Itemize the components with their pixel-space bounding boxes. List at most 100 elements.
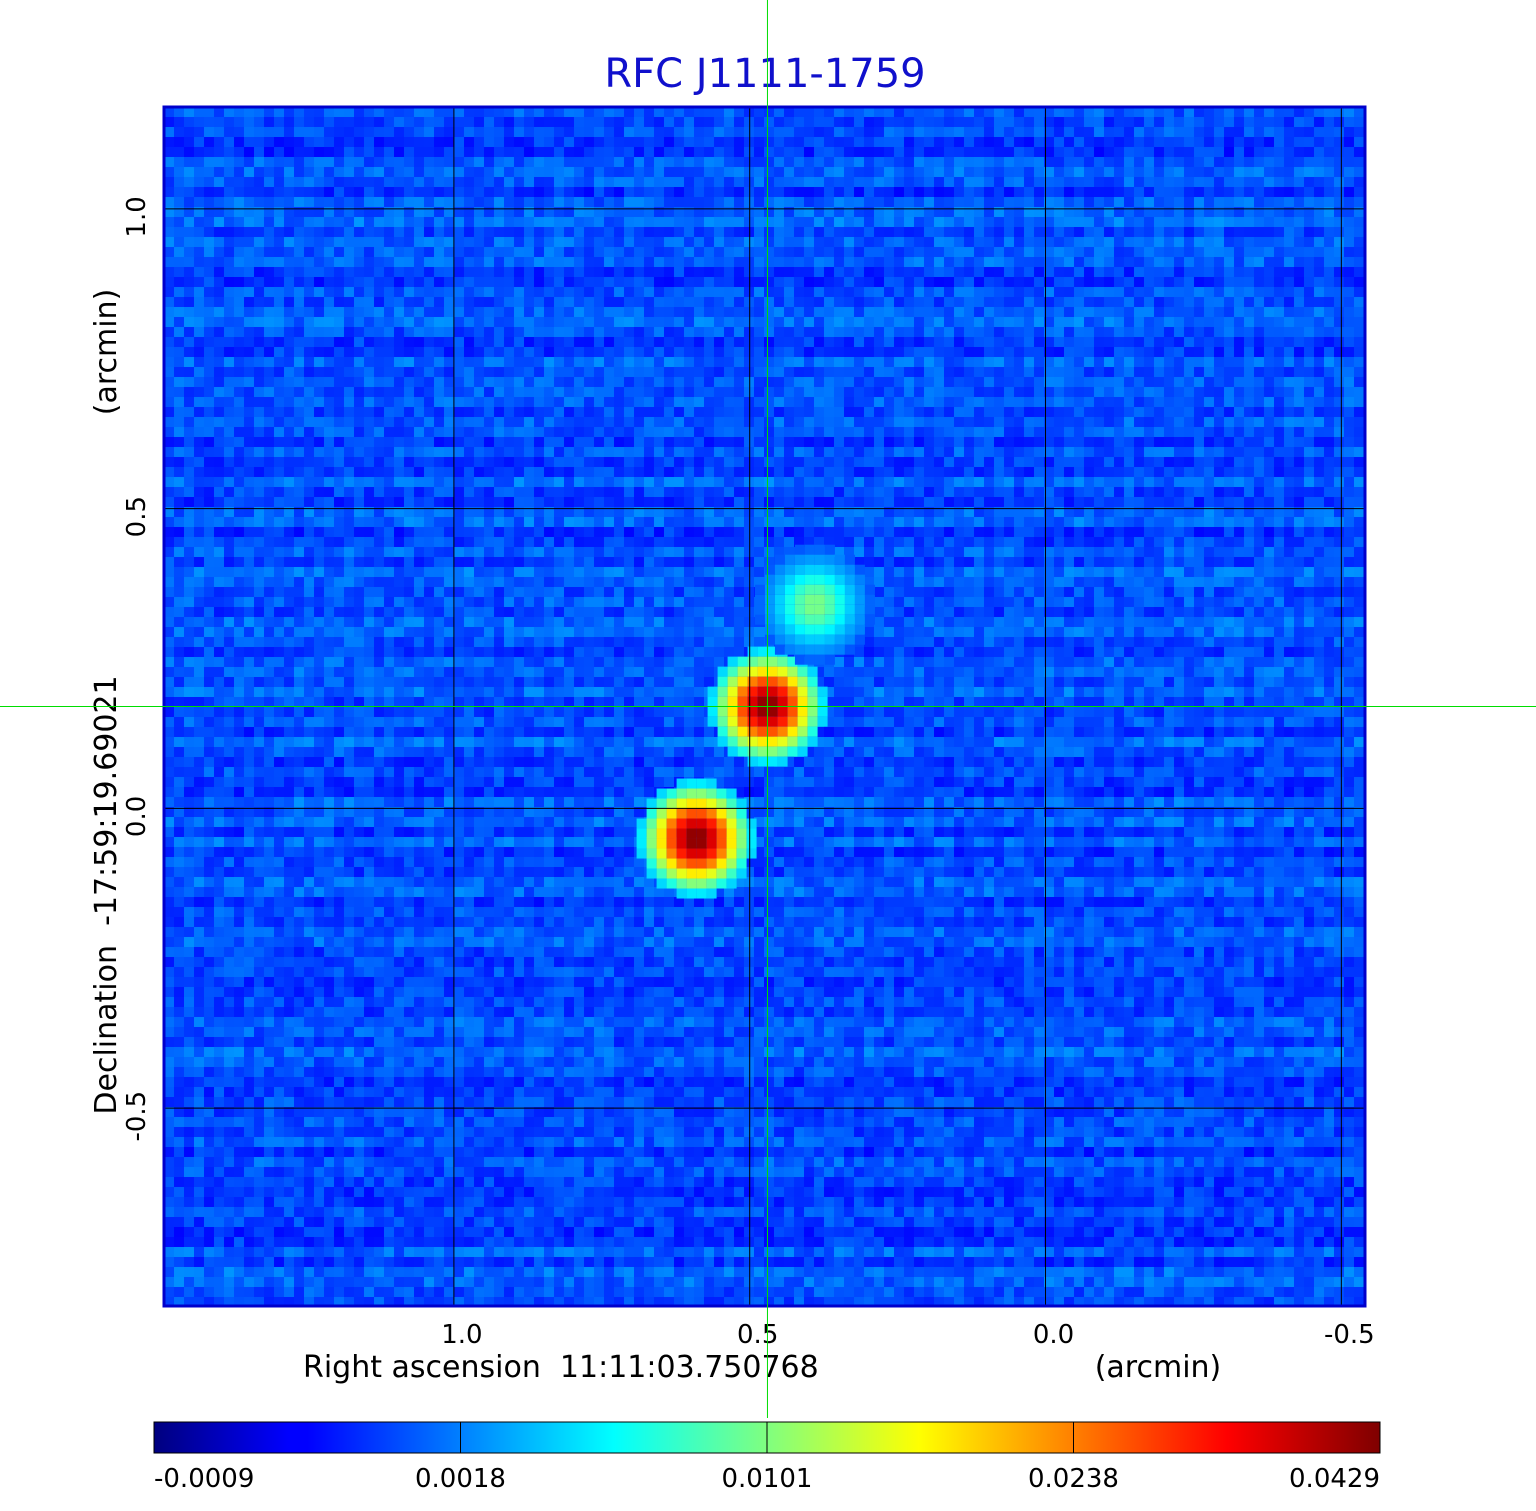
noise-pixel bbox=[384, 117, 394, 127]
noise-pixel bbox=[284, 197, 294, 207]
noise-pixel bbox=[1134, 487, 1144, 497]
noise-pixel bbox=[544, 237, 554, 247]
noise-pixel bbox=[284, 407, 294, 417]
noise-pixel bbox=[1094, 237, 1104, 247]
noise-pixel bbox=[574, 197, 584, 207]
noise-pixel bbox=[274, 297, 284, 307]
noise-pixel bbox=[864, 137, 874, 147]
heatmap-image bbox=[164, 107, 1365, 1306]
noise-pixel bbox=[904, 417, 914, 427]
noise-pixel bbox=[824, 177, 834, 187]
noise-pixel bbox=[1074, 477, 1084, 487]
noise-pixel bbox=[1234, 427, 1244, 437]
noise-pixel bbox=[644, 147, 654, 157]
noise-pixel bbox=[864, 147, 874, 157]
noise-pixel bbox=[564, 107, 574, 117]
noise-pixel bbox=[1314, 187, 1324, 197]
noise-pixel bbox=[694, 387, 704, 397]
noise-pixel bbox=[824, 167, 834, 177]
noise-pixel bbox=[864, 217, 874, 227]
noise-pixel bbox=[524, 137, 534, 147]
noise-pixel bbox=[1114, 337, 1124, 347]
noise-pixel bbox=[284, 367, 294, 377]
noise-pixel bbox=[1314, 387, 1324, 397]
noise-pixel bbox=[1014, 337, 1024, 347]
noise-pixel bbox=[264, 387, 274, 397]
noise-pixel bbox=[1194, 117, 1204, 127]
noise-pixel bbox=[1344, 107, 1354, 117]
noise-pixel bbox=[1094, 247, 1104, 257]
noise-pixel bbox=[1104, 217, 1114, 227]
noise-pixel bbox=[1244, 267, 1254, 277]
noise-pixel bbox=[264, 417, 274, 427]
noise-pixel bbox=[334, 507, 344, 517]
noise-pixel bbox=[844, 177, 854, 187]
noise-pixel bbox=[854, 437, 864, 447]
noise-pixel bbox=[1304, 357, 1314, 367]
noise-pixel bbox=[1354, 277, 1364, 287]
noise-pixel bbox=[1074, 327, 1084, 337]
noise-pixel bbox=[374, 417, 384, 427]
noise-pixel bbox=[1304, 107, 1314, 117]
noise-pixel bbox=[654, 297, 664, 307]
noise-pixel bbox=[1134, 507, 1144, 517]
noise-pixel bbox=[1334, 267, 1344, 277]
noise-pixel bbox=[244, 177, 254, 187]
noise-pixel bbox=[884, 437, 894, 447]
noise-pixel bbox=[1184, 487, 1194, 497]
noise-pixel bbox=[554, 227, 564, 237]
noise-pixel bbox=[1254, 167, 1264, 177]
noise-pixel bbox=[1064, 247, 1074, 257]
noise-pixel bbox=[1094, 197, 1104, 207]
noise-pixel bbox=[924, 137, 934, 147]
noise-pixel bbox=[1154, 347, 1164, 357]
noise-pixel bbox=[974, 237, 984, 247]
noise-pixel bbox=[664, 287, 674, 297]
noise-pixel bbox=[864, 457, 874, 467]
noise-pixel bbox=[1234, 347, 1244, 357]
noise-pixel bbox=[244, 277, 254, 287]
noise-pixel bbox=[1004, 167, 1014, 177]
noise-pixel bbox=[1234, 357, 1244, 367]
noise-pixel bbox=[234, 497, 244, 507]
noise-pixel bbox=[264, 347, 274, 357]
noise-pixel bbox=[764, 227, 774, 237]
noise-pixel bbox=[374, 407, 384, 417]
noise-pixel bbox=[564, 277, 574, 287]
noise-pixel bbox=[714, 237, 724, 247]
noise-pixel bbox=[1074, 207, 1084, 217]
noise-pixel bbox=[1064, 277, 1074, 287]
noise-pixel bbox=[604, 137, 614, 147]
noise-pixel bbox=[904, 117, 914, 127]
noise-pixel bbox=[1174, 417, 1184, 427]
noise-pixel bbox=[234, 157, 244, 167]
noise-pixel bbox=[214, 227, 224, 237]
noise-pixel bbox=[1234, 397, 1244, 407]
noise-pixel bbox=[1024, 147, 1034, 157]
noise-pixel bbox=[424, 307, 434, 317]
noise-pixel bbox=[1134, 447, 1144, 457]
noise-pixel bbox=[614, 387, 624, 397]
noise-pixel bbox=[324, 467, 334, 477]
noise-pixel bbox=[1114, 417, 1124, 427]
noise-pixel bbox=[474, 117, 484, 127]
noise-pixel bbox=[454, 437, 464, 447]
noise-pixel bbox=[284, 377, 294, 387]
noise-pixel bbox=[1264, 397, 1274, 407]
noise-pixel bbox=[474, 287, 484, 297]
noise-pixel bbox=[184, 157, 194, 167]
noise-pixel bbox=[304, 207, 314, 217]
noise-pixel bbox=[184, 347, 194, 357]
noise-pixel bbox=[894, 127, 904, 137]
noise-pixel bbox=[694, 377, 704, 387]
noise-pixel bbox=[794, 477, 804, 487]
noise-pixel bbox=[174, 347, 184, 357]
noise-pixel bbox=[484, 257, 494, 267]
noise-pixel bbox=[474, 197, 484, 207]
noise-pixel bbox=[824, 447, 834, 457]
noise-pixel bbox=[1154, 457, 1164, 467]
noise-pixel bbox=[554, 457, 564, 467]
noise-pixel bbox=[1094, 287, 1104, 297]
noise-pixel bbox=[804, 427, 814, 437]
noise-pixel bbox=[324, 407, 334, 417]
